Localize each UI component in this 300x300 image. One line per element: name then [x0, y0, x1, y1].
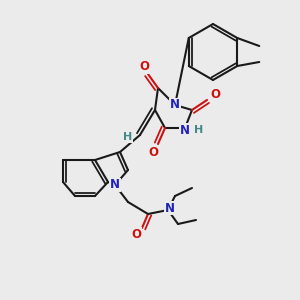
Text: O: O — [139, 61, 149, 74]
Text: N: N — [165, 202, 175, 214]
Text: N: N — [110, 178, 120, 191]
Text: H: H — [194, 125, 204, 135]
Text: O: O — [148, 146, 158, 158]
Text: O: O — [131, 227, 141, 241]
Text: O: O — [210, 88, 220, 101]
Text: N: N — [170, 98, 180, 112]
Text: N: N — [180, 124, 190, 136]
Text: H: H — [123, 132, 133, 142]
